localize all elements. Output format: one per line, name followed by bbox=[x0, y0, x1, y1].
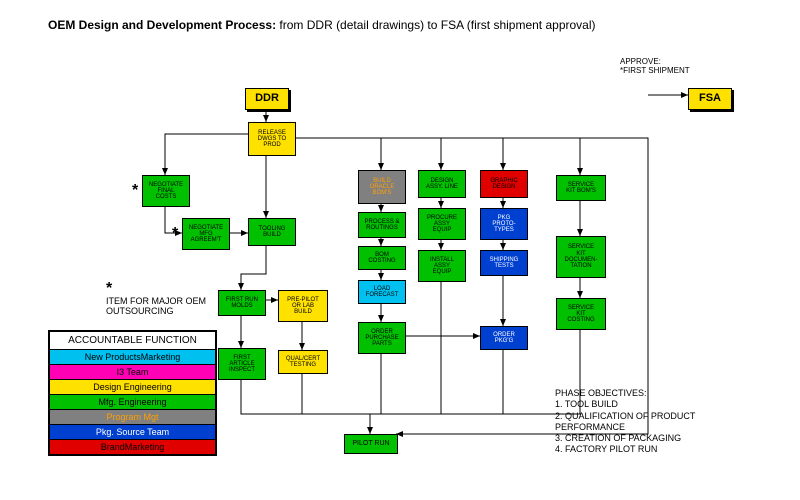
node-fainspect: FIRST ARTICLE INSPECT bbox=[218, 348, 266, 380]
node-loadfc: LOAD FORECAST bbox=[358, 280, 406, 304]
legend-row: Mfg. Engineering bbox=[50, 394, 215, 409]
title-rest: from DDR (detail drawings) to FSA (first… bbox=[276, 18, 595, 32]
legend-row: BrandMarketing bbox=[50, 439, 215, 454]
asterisk-icon: * bbox=[132, 182, 138, 200]
legend-row: Program Mgt bbox=[50, 409, 215, 424]
node-ddr: DDR bbox=[245, 88, 289, 110]
asterisk-icon: * bbox=[172, 225, 178, 243]
node-qualcert: QUAL/CERT TESTING bbox=[278, 350, 328, 374]
node-release: RELEASE DWGS TO PROD bbox=[248, 122, 296, 156]
legend-box: ACCOUNTABLE FUNCTION New ProductsMarketi… bbox=[48, 330, 217, 456]
legend-row: I3 Team bbox=[50, 364, 215, 379]
node-orderpkg: ORDER PKG'G bbox=[480, 326, 528, 350]
node-buildbom: BUILD ORACLE BOM'S bbox=[358, 170, 406, 204]
node-procassy: PROCURE ASSY EQUIP bbox=[418, 208, 466, 240]
node-svckitcost: SERVICE KIT COSTING bbox=[556, 298, 606, 330]
node-tooling: TOOLING BUILD bbox=[248, 218, 296, 246]
node-designal: DESIGN ASSY. LINE bbox=[418, 170, 466, 198]
legend-row: Design Engineering bbox=[50, 379, 215, 394]
node-procrout: PROCESS & ROUTINGS bbox=[358, 212, 406, 238]
legend-title: ACCOUNTABLE FUNCTION bbox=[50, 332, 215, 349]
node-bomcost: BOM COSTING bbox=[358, 246, 406, 270]
node-reddes: GRAPHIC DESIGN bbox=[480, 170, 528, 198]
approve-note: APPROVE: *FIRST SHIPMENT bbox=[620, 58, 690, 76]
node-pilotrun: PILOT RUN bbox=[344, 434, 398, 454]
node-prepilot: PRE-PILOT OR LAB BUILD bbox=[278, 290, 328, 322]
node-pkgproto: PKG PROTO- TYPES bbox=[480, 208, 528, 240]
node-neg_costs: NEGOTIATE FINAL COSTS bbox=[142, 175, 190, 207]
asterisk-note: * ITEM FOR MAJOR OEM OUTSOURCING bbox=[96, 270, 206, 327]
node-svckitdoc: SERVICE KIT DOCUMEN- TATION bbox=[556, 236, 606, 278]
legend-row: Pkg. Source Team bbox=[50, 424, 215, 439]
page-title: OEM Design and Development Process: from… bbox=[48, 18, 596, 32]
node-orderpp: ORDER PURCHASE PARTS bbox=[358, 322, 406, 354]
node-firstrun: FIRST RUN MOLDS bbox=[218, 290, 266, 316]
title-strong: OEM Design and Development Process: bbox=[48, 18, 276, 32]
asterisk-icon: * bbox=[106, 280, 112, 297]
node-fsa: FSA bbox=[688, 88, 732, 110]
node-instassy: INSTALL ASSY EQUIP bbox=[418, 250, 466, 282]
node-svckit: SERVICE KIT BOM'S bbox=[556, 175, 606, 201]
node-shiptest: SHIPPING TESTS bbox=[480, 250, 528, 276]
phase-objectives: PHASE OBJECTIVES: 1. TOOL BUILD 2. QUALI… bbox=[555, 388, 695, 456]
node-neg_mfg: NEGOTIATE MFG AGREEM'T bbox=[182, 218, 230, 250]
legend-row: New ProductsMarketing bbox=[50, 349, 215, 364]
